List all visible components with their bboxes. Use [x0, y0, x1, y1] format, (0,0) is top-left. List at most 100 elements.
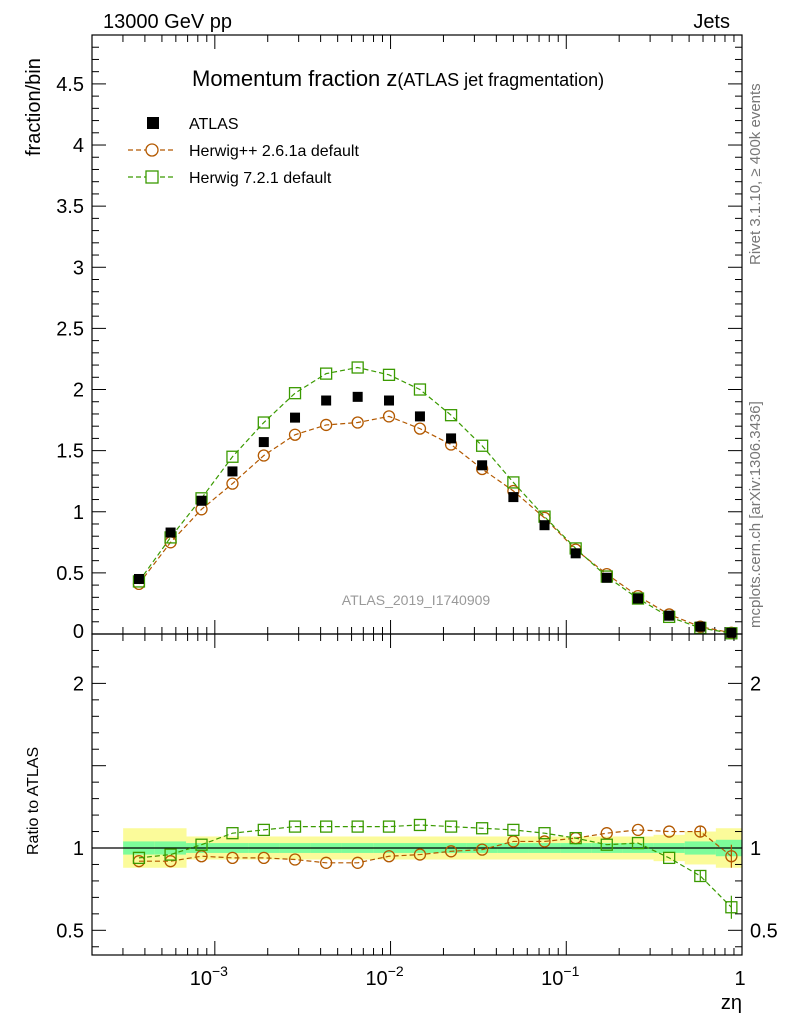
main-y-tick-label: 3.5: [56, 196, 84, 218]
main-herwig7-point: [475, 439, 489, 452]
analysis-label: ATLAS_2019_I1740909: [342, 592, 491, 608]
ratio-herwig7-point: [663, 851, 676, 865]
x-tick-label: 10−2: [365, 963, 403, 990]
ratio-herwigpp-point: [288, 853, 302, 866]
ratio-herwig7-point: [631, 836, 645, 850]
ratio-herwig7-point: [226, 827, 239, 840]
ratio-y-tick-label-left: 1: [73, 838, 84, 860]
ratio-herwig7-point: [475, 822, 489, 835]
ratio-herwig7-point: [319, 820, 333, 833]
main-atlas-point: [477, 460, 488, 471]
ratio-herwigpp-point: [725, 850, 738, 863]
ratio-herwigpp-point: [351, 856, 364, 869]
main-y-tick-label: 1: [73, 502, 84, 524]
main-herwig7-point: [444, 409, 458, 422]
main-herwigpp-point: [413, 422, 427, 435]
main-y-tick-label: 4.5: [56, 74, 84, 96]
legend-label-herwig7: Herwig 7.2.1 default: [189, 170, 332, 187]
main-herwigpp-point: [351, 416, 364, 429]
main-y-tick-label: 1.5: [56, 441, 84, 463]
main-y-tick-label: 2.5: [56, 318, 84, 340]
ratio-herwig7-point: [444, 820, 458, 833]
ratio-herwig7-point: [413, 818, 427, 832]
main-herwig7-point: [631, 592, 645, 605]
main-atlas-point: [227, 466, 238, 477]
legend-label-atlas: ATLAS: [189, 116, 239, 133]
ratio-y-tick-label-left: 0.5: [56, 920, 84, 942]
ratio-frame: [91, 633, 743, 956]
main-atlas-point: [601, 572, 612, 583]
main-atlas-point: [508, 492, 519, 503]
ratio-herwigpp-point: [257, 851, 270, 865]
chart-title-main: Momentum fraction z: [192, 66, 397, 91]
ratio-herwig7-point: [725, 901, 738, 914]
main-atlas-point: [290, 412, 301, 423]
main-y-tick-label: 0: [73, 621, 84, 643]
main-atlas-point: [133, 573, 144, 584]
ratio-herwigpp-point: [413, 848, 427, 861]
ratio-herwigpp-point: [226, 851, 239, 865]
main-atlas-point: [446, 433, 457, 444]
main-herwig7-point: [413, 383, 427, 396]
legend-marker-herwigpp: [145, 143, 159, 157]
main-herwigpp-point: [288, 428, 302, 441]
ratio-herwig7-point: [694, 869, 707, 883]
main-atlas-point: [384, 395, 395, 406]
rivet-label: Rivet 3.1.10, ≥ 400k events: [747, 83, 764, 265]
main-herwigpp-point: [257, 449, 270, 462]
main-herwig7-point: [319, 367, 333, 380]
main-herwig7-point: [257, 416, 270, 429]
x-axis-label: zη: [721, 992, 742, 1014]
chart-title: Momentum fraction z(ATLAS jet fragmentat…: [192, 66, 604, 91]
main-y-tick-label: 0.5: [56, 563, 84, 585]
main-panel: 0.5 1 1.5 2 2.5 3 3.5 4 4.5 0 Momentum fraction z…: [56, 34, 743, 643]
main-atlas-point: [570, 548, 581, 559]
main-herwigpp-point: [382, 410, 396, 423]
ratio-y-tick-label-right: 2: [750, 673, 761, 695]
ratio-herwig7-point: [382, 820, 396, 833]
main-atlas-point: [165, 527, 176, 538]
ratio-herwigpp-point: [164, 855, 177, 868]
ratio-herwig7-point: [351, 820, 364, 833]
main-herwig7-point: [226, 450, 239, 463]
main-atlas-point: [196, 495, 207, 506]
category-label: Jets: [693, 11, 730, 33]
main-atlas-point: [321, 395, 332, 406]
main-atlas-point: [539, 520, 550, 531]
ratio-y-tick-label-right: 1: [750, 838, 761, 860]
main-atlas-point: [726, 627, 737, 638]
ratio-y-tick-label-right: 0.5: [750, 920, 778, 942]
main-y-tick-label: 3: [73, 257, 84, 279]
main-herwig7-point: [288, 387, 302, 400]
ratio-herwigpp-point: [663, 825, 676, 838]
legend-marker-herwig7: [145, 170, 159, 184]
main-y-tick-label: 4: [73, 135, 84, 157]
main-herwigpp-point: [226, 477, 239, 490]
main-herwig7-point: [507, 476, 520, 489]
legend-label-herwigpp: Herwig++ 2.6.1a default: [189, 143, 359, 160]
main-atlas-point: [695, 621, 706, 632]
main-herwig7-point: [382, 368, 396, 381]
ratio-herwigpp-point: [319, 856, 333, 869]
ratio-herwigpp-point: [382, 850, 396, 863]
main-atlas-point: [258, 437, 269, 448]
chart-title-suffix: (ATLAS jet fragmentation): [397, 70, 604, 90]
legend: ATLAS Herwig++ 2.6.1a default Herwig 7.2…: [128, 116, 359, 187]
x-tick-label: 10−3: [190, 963, 228, 990]
ratio-herwig7-point: [538, 827, 551, 840]
ratio-herwigpp-point: [475, 843, 489, 856]
main-atlas-point: [414, 411, 425, 422]
ratio-herwig7-point: [507, 823, 520, 837]
ratio-herwig7-point: [288, 820, 302, 833]
main-atlas-point: [352, 391, 363, 402]
ratio-herwig7-point: [132, 851, 146, 865]
main-y-tick-label: 2: [73, 380, 84, 402]
ratio-ylabel: Ratio to ATLAS: [25, 747, 42, 855]
legend-marker-atlas: [147, 117, 159, 129]
main-herwig7-point: [725, 627, 738, 640]
energy-label: 13000 GeV pp: [103, 11, 232, 33]
ratio-herwigpp-point: [631, 823, 645, 837]
ratio-herwig7-point: [195, 838, 208, 851]
main-atlas-point: [633, 593, 644, 604]
